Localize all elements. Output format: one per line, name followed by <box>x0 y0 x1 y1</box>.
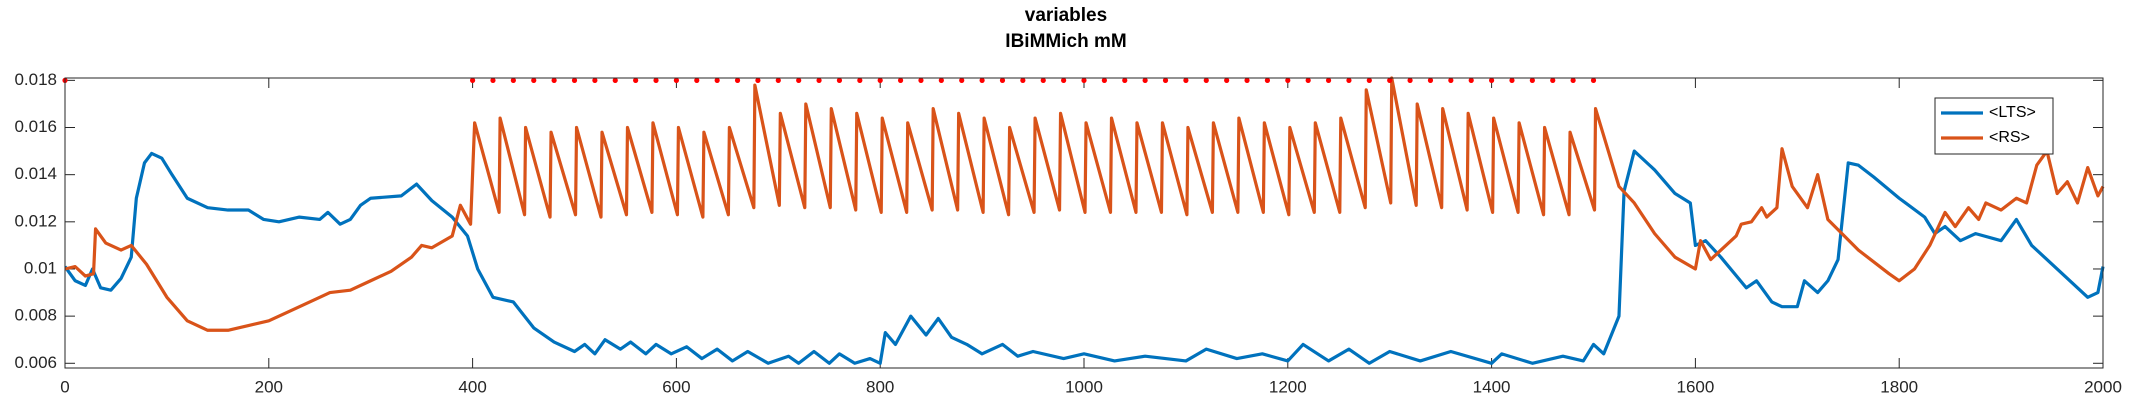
marker-dot <box>1061 77 1067 83</box>
marker-dot <box>1325 77 1332 83</box>
marker-dot <box>694 77 700 83</box>
marker-dot <box>1183 77 1189 83</box>
y-tick-label: 0.006 <box>14 353 57 372</box>
x-tick-label: 0 <box>60 377 69 396</box>
y-tick-label: 0.012 <box>14 211 57 230</box>
marker-dot <box>897 77 904 83</box>
y-tick-label: 0.014 <box>14 164 57 183</box>
x-tick-label: 1000 <box>1065 377 1103 396</box>
marker-dot <box>1224 77 1230 83</box>
marker-dot <box>816 77 822 83</box>
marker-dot <box>571 77 578 83</box>
x-tick-label: 800 <box>866 377 894 396</box>
marker-dot <box>1346 77 1352 83</box>
marker-dot <box>836 77 843 83</box>
marker-dot <box>673 77 680 83</box>
x-tick-label: 1400 <box>1473 377 1511 396</box>
marker-dot <box>470 77 476 83</box>
marker-dot <box>510 77 516 83</box>
chart-subtitle: IBiMMich mM <box>1005 31 1126 52</box>
y-tick-label: 0.018 <box>14 70 57 89</box>
marker-dot <box>1387 77 1393 83</box>
marker-dot <box>714 77 720 83</box>
x-tick-label: 1600 <box>1676 377 1714 396</box>
marker-dot <box>1427 77 1434 83</box>
marker-dot <box>775 77 781 83</box>
legend-label: <LTS> <box>1989 104 2036 121</box>
marker-dot <box>1244 77 1250 83</box>
marker-dot <box>1407 77 1413 83</box>
marker-dot <box>1448 77 1454 83</box>
series-line <box>65 76 2105 332</box>
marker-dot <box>1489 77 1495 83</box>
marker-dot <box>531 77 537 83</box>
chart-title: variables <box>1025 5 1107 26</box>
x-tick-label: 1800 <box>1880 377 1918 396</box>
marker-dot <box>1203 77 1209 83</box>
y-tick-label: 0.016 <box>14 117 57 136</box>
marker-dot <box>755 77 761 83</box>
marker-dot <box>1529 77 1535 83</box>
x-tick-label: 200 <box>255 377 283 396</box>
marker-dot <box>938 77 944 83</box>
marker-dot <box>633 77 639 83</box>
marker-dot <box>979 77 985 83</box>
marker-dot <box>490 77 496 83</box>
marker-dot <box>1509 77 1515 83</box>
marker-dot <box>653 77 659 83</box>
marker-dot <box>1468 77 1474 83</box>
marker-dot <box>1366 77 1372 83</box>
marker-dot <box>1101 77 1107 83</box>
marker-dot <box>1570 77 1576 83</box>
marker-dot <box>918 77 924 83</box>
y-tick-label: 0.01 <box>24 258 57 277</box>
marker-dot <box>1142 77 1148 83</box>
marker-dot <box>857 77 863 83</box>
x-tick-label: 400 <box>458 377 486 396</box>
marker-dot <box>1040 77 1046 83</box>
marker-dot <box>1162 77 1169 83</box>
marker-dot <box>592 77 598 83</box>
marker-dot <box>1081 77 1087 83</box>
legend-box <box>1934 97 2054 155</box>
marker-dot <box>1264 77 1271 83</box>
series-line <box>65 149 2105 365</box>
marker-dot <box>1550 77 1556 83</box>
x-tick-label: 1200 <box>1269 377 1307 396</box>
marker-dot <box>999 77 1006 83</box>
marker-dot <box>877 77 883 83</box>
y-tick-label: 0.008 <box>14 306 57 325</box>
marker-dot <box>612 77 618 83</box>
marker-dot <box>1020 77 1026 83</box>
marker-dot <box>1285 77 1291 83</box>
marker-dot <box>1122 77 1128 83</box>
marker-dot <box>796 77 802 83</box>
marker-dot <box>959 77 965 83</box>
x-tick-label: 2000 <box>2084 377 2122 396</box>
marker-dot <box>1590 77 1597 83</box>
marker-dot <box>734 77 741 83</box>
x-tick-label: 600 <box>662 377 690 396</box>
marker-dot <box>1305 77 1311 83</box>
axes-box <box>64 77 2104 369</box>
marker-dot <box>551 77 557 83</box>
legend-label: <RS> <box>1989 129 2030 146</box>
